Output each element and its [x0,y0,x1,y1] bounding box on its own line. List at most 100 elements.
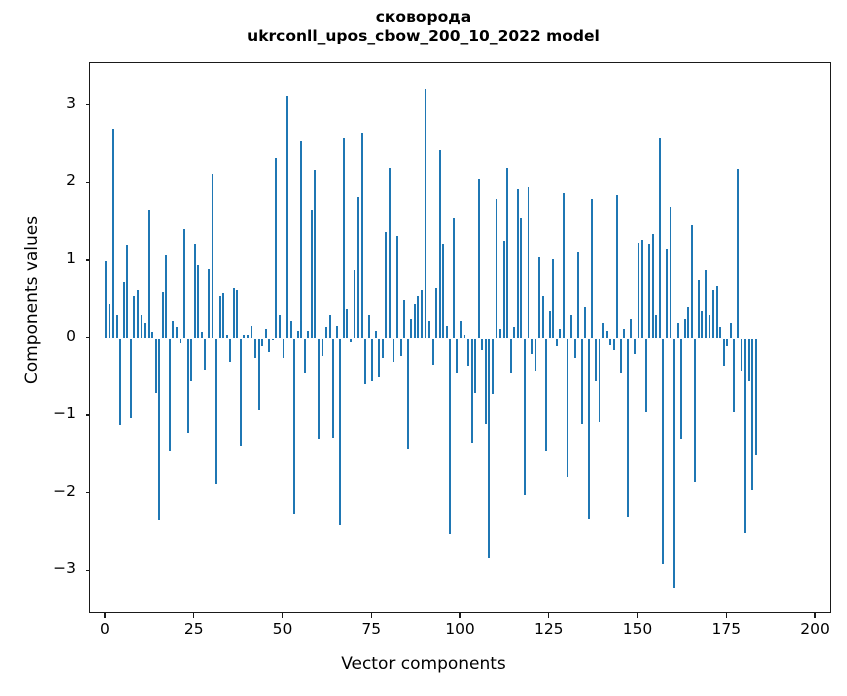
bar [488,338,491,559]
bar [538,257,541,339]
bar [232,288,235,339]
bar [477,179,480,339]
bar [140,315,143,339]
bar [570,315,572,339]
bar [463,334,466,339]
bar [680,338,683,440]
x-tick-label: 25 [183,620,204,638]
bar [648,243,651,339]
bar [371,338,374,382]
bar [527,187,530,339]
bar [736,169,739,339]
x-tick-label: 200 [800,620,830,638]
bar [154,338,157,393]
bar [616,194,619,339]
bar [555,338,558,347]
bar [665,249,668,339]
bar [197,264,200,339]
bar [389,167,391,339]
bar [609,338,612,345]
bar [641,239,643,339]
bar [584,307,587,339]
bar [385,232,388,339]
bar [658,137,661,339]
bar [733,338,736,413]
bar [342,137,345,339]
y-tick-label: −2 [53,481,76,500]
bar [378,338,381,378]
bar [133,295,136,339]
bar [719,326,722,339]
y-tick-mark [85,336,90,339]
x-tick-label: 100 [445,620,475,638]
bar [122,281,125,339]
bar [687,307,690,339]
y-tick-label: −3 [53,559,76,578]
bar [200,332,203,339]
y-tick-mark [85,181,90,183]
bar [115,315,118,339]
bar [254,338,257,358]
chart-title-line2: ukrconll_upos_cbow_200_10_2022 model [247,26,600,45]
bar [261,338,264,347]
x-tick-mark [370,613,372,618]
bar [119,338,122,426]
bar [335,326,338,339]
bar [449,338,452,535]
bar [406,338,409,449]
bar [105,260,107,339]
bar [357,197,359,339]
bar [239,338,242,446]
bar [499,329,501,339]
y-tick-label: −1 [53,404,76,423]
bar [112,128,115,339]
bar [516,189,519,339]
bar [580,338,583,424]
bar [307,330,310,339]
bar [445,326,448,339]
bar [339,338,342,525]
bar [275,157,278,339]
bar [694,338,697,483]
bar [655,315,658,339]
bar [644,338,647,413]
bar [605,330,608,339]
bar [438,149,441,339]
bar [424,88,427,339]
bar [250,326,253,339]
bar [417,295,420,339]
bar [690,225,693,339]
bar [683,319,686,339]
bar [509,338,512,374]
bar [708,315,711,339]
bar [325,326,328,339]
bar [399,338,402,356]
bar [286,95,288,339]
y-tick-mark [85,259,90,261]
bar [318,338,320,440]
bar [353,270,356,339]
bar [229,338,232,362]
bar [630,319,633,339]
bar [271,338,274,341]
bar [410,319,413,339]
bar [126,245,129,339]
bar [360,132,363,339]
bar [431,338,434,365]
bar [467,338,470,366]
bar [715,285,718,339]
bar [729,322,732,339]
y-axis-label: Components values [22,215,42,385]
bar [452,218,455,339]
bar [328,315,331,339]
bar [591,198,594,339]
bar [623,329,626,339]
bar [278,315,281,339]
bar [470,338,473,444]
bar [531,338,533,355]
bar [190,338,193,382]
x-axis-label: Vector components [341,654,506,674]
bar [669,206,672,339]
bar [744,338,746,533]
